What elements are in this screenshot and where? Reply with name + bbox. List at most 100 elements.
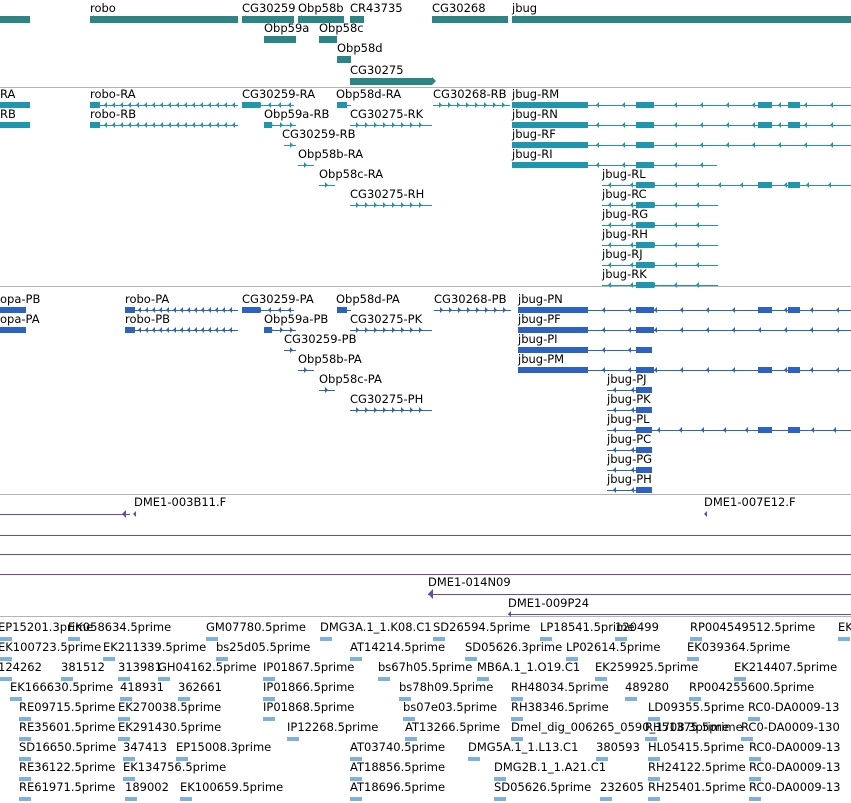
gene-label-obp58c[interactable]: Obp58c xyxy=(319,21,364,35)
protein-jbug-pl-intron[interactable] xyxy=(607,430,851,431)
protein-jbug-pf-intron[interactable] xyxy=(518,330,851,331)
protein-cg30275-ph-intron[interactable] xyxy=(350,410,432,411)
est-feature[interactable] xyxy=(68,637,80,641)
est-label[interactable]: EK134756.5prime xyxy=(123,760,227,774)
transcript-label-cg30275-rk[interactable]: CG30275-RK xyxy=(350,107,424,121)
transcript-jbug-rg-intron[interactable] xyxy=(602,225,718,226)
est-feature[interactable] xyxy=(596,757,608,761)
est-label[interactable]: EK039364.5prime xyxy=(687,640,791,654)
clone-line-1[interactable] xyxy=(0,514,130,515)
est-feature[interactable] xyxy=(263,677,275,681)
est-label[interactable]: 381512 xyxy=(61,660,105,674)
transcript-robo-ra-exon[interactable] xyxy=(90,102,100,108)
est-feature[interactable] xyxy=(350,777,362,781)
est-feature[interactable] xyxy=(350,657,362,661)
protein-label-jbug-pk[interactable]: jbug-PK xyxy=(607,392,651,406)
est-label[interactable]: RH25401.5prime xyxy=(648,780,746,794)
protein-label-jbug-pj[interactable]: jbug-PJ xyxy=(607,372,647,386)
est-feature[interactable] xyxy=(741,737,753,741)
transcript-label-cg30275-rh[interactable]: CG30275-RH xyxy=(350,187,425,201)
transcript-label-jbug-rg[interactable]: jbug-RG xyxy=(602,207,649,221)
est-feature[interactable] xyxy=(734,677,746,681)
est-label[interactable]: DMG5A.1_1.L13.C1 xyxy=(468,740,579,754)
est-label[interactable]: LD09355.5prime xyxy=(648,700,745,714)
transcript-jbug-rm-intron[interactable] xyxy=(512,105,851,106)
transcript-jbug-rn-intron[interactable] xyxy=(512,125,851,126)
est-feature[interactable] xyxy=(403,717,415,721)
protein-label-jbug-pf[interactable]: jbug-PF xyxy=(518,312,561,326)
transcript-cg30275-rk-intron[interactable] xyxy=(350,125,432,126)
transcript-jbug-rk-exon[interactable] xyxy=(636,282,654,288)
est-feature[interactable] xyxy=(648,797,660,801)
est-label[interactable]: IP12268.5prime xyxy=(287,720,379,734)
est-feature[interactable] xyxy=(19,757,31,761)
transcript-jbug-rn-exon[interactable] xyxy=(788,122,800,128)
protein-jbug-pl-exon[interactable] xyxy=(636,427,652,433)
est-label[interactable]: SD26594.5prime xyxy=(433,620,531,634)
est-feature[interactable] xyxy=(120,697,132,701)
est-label[interactable]: bs67h05.5prime xyxy=(378,660,473,674)
protein-label-opa-pb[interactable]: opa-PB xyxy=(0,292,41,306)
transcript-obp59a-rb-exon[interactable] xyxy=(264,122,272,128)
gene-cg30268[interactable] xyxy=(432,16,508,23)
protein-label-obp58d-pa[interactable]: Obp58d-PA xyxy=(336,292,400,306)
protein-jbug-pg-intron[interactable] xyxy=(607,470,652,471)
clone-line-2[interactable] xyxy=(0,535,851,536)
gene-obp58c[interactable] xyxy=(319,36,337,43)
gene-cg30275[interactable] xyxy=(350,78,432,85)
est-feature[interactable] xyxy=(399,697,411,701)
transcript-cg30259-ra-exon[interactable] xyxy=(242,102,260,108)
est-label[interactable]: HL05415.5prime xyxy=(648,740,745,754)
est-label[interactable]: EK058634.5prime xyxy=(68,620,172,634)
est-feature[interactable] xyxy=(494,777,506,781)
transcript-label-cg30268-rb[interactable]: CG30268-RB xyxy=(433,87,507,101)
transcript-obp58d-ra-exon[interactable] xyxy=(337,102,347,108)
est-label[interactable]: AT13266.5prime xyxy=(405,720,501,734)
protein-jbug-pn-intron[interactable] xyxy=(518,310,851,311)
protein-label-robo-pb[interactable]: robo-PB xyxy=(125,312,171,326)
transcript-label-cg30259-ra[interactable]: CG30259-RA xyxy=(242,87,316,101)
transcript-jbug-rn-exon[interactable] xyxy=(636,122,654,128)
protein-jbug-pf-exon[interactable] xyxy=(518,327,588,333)
est-feature[interactable] xyxy=(103,657,115,661)
est-label[interactable]: GH04162.5prime xyxy=(158,660,257,674)
transcript-label-jbug-rn[interactable]: jbug-RN xyxy=(512,107,558,121)
gene-left-partial[interactable] xyxy=(0,16,30,23)
protein-opa-pa[interactable] xyxy=(0,327,26,333)
transcript-label-robo-ra[interactable]: robo-RA xyxy=(90,87,136,101)
clone-line-6[interactable] xyxy=(508,614,851,615)
protein-jbug-pn-exon[interactable] xyxy=(788,307,800,313)
gene-label-cg30275[interactable]: CG30275 xyxy=(350,63,404,77)
transcript-robo-ra-intron[interactable] xyxy=(90,105,238,106)
transcript-robo-rb-exon[interactable] xyxy=(90,122,100,128)
est-label[interactable]: RP004255600.5prime xyxy=(689,680,815,694)
transcript-jbug-rg-exon[interactable] xyxy=(636,222,654,228)
est-feature[interactable] xyxy=(645,737,657,741)
transcript-label-jbug-rl[interactable]: jbug-RL xyxy=(602,167,646,181)
clone-line-5[interactable] xyxy=(428,594,851,595)
protein-label-jbug-ph[interactable]: jbug-PH xyxy=(607,472,652,486)
transcript-cg30259-ra-intron[interactable] xyxy=(242,105,294,106)
est-feature[interactable] xyxy=(206,637,218,641)
est-feature[interactable] xyxy=(690,637,702,641)
gene-label-obp59a[interactable]: Obp59a xyxy=(264,21,310,35)
est-feature[interactable] xyxy=(625,697,637,701)
est-feature[interactable] xyxy=(19,717,31,721)
est-feature[interactable] xyxy=(123,757,135,761)
est-feature[interactable] xyxy=(749,777,761,781)
transcript-jbug-rm-exon[interactable] xyxy=(512,102,588,108)
transcript-label-rb[interactable]: RB xyxy=(0,107,16,121)
est-feature[interactable] xyxy=(61,677,73,681)
est-label[interactable]: Dmel_dig_006265_0590_1708.3prime xyxy=(511,720,730,734)
est-feature[interactable] xyxy=(748,717,760,721)
est-label[interactable]: SD05626.5prime xyxy=(494,780,592,794)
gene-obp59a[interactable] xyxy=(264,36,296,43)
est-feature[interactable] xyxy=(468,757,480,761)
transcript-jbug-rf-intron[interactable] xyxy=(512,145,851,146)
clone-label-dme1-003b11f[interactable]: DME1-003B11.F xyxy=(134,495,227,509)
transcript-jbug-rf-exon[interactable] xyxy=(512,142,588,148)
est-feature[interactable] xyxy=(566,657,578,661)
est-feature[interactable] xyxy=(19,777,31,781)
est-label[interactable]: AT14214.5prime xyxy=(350,640,446,654)
protein-jbug-pn-exon[interactable] xyxy=(636,307,654,313)
